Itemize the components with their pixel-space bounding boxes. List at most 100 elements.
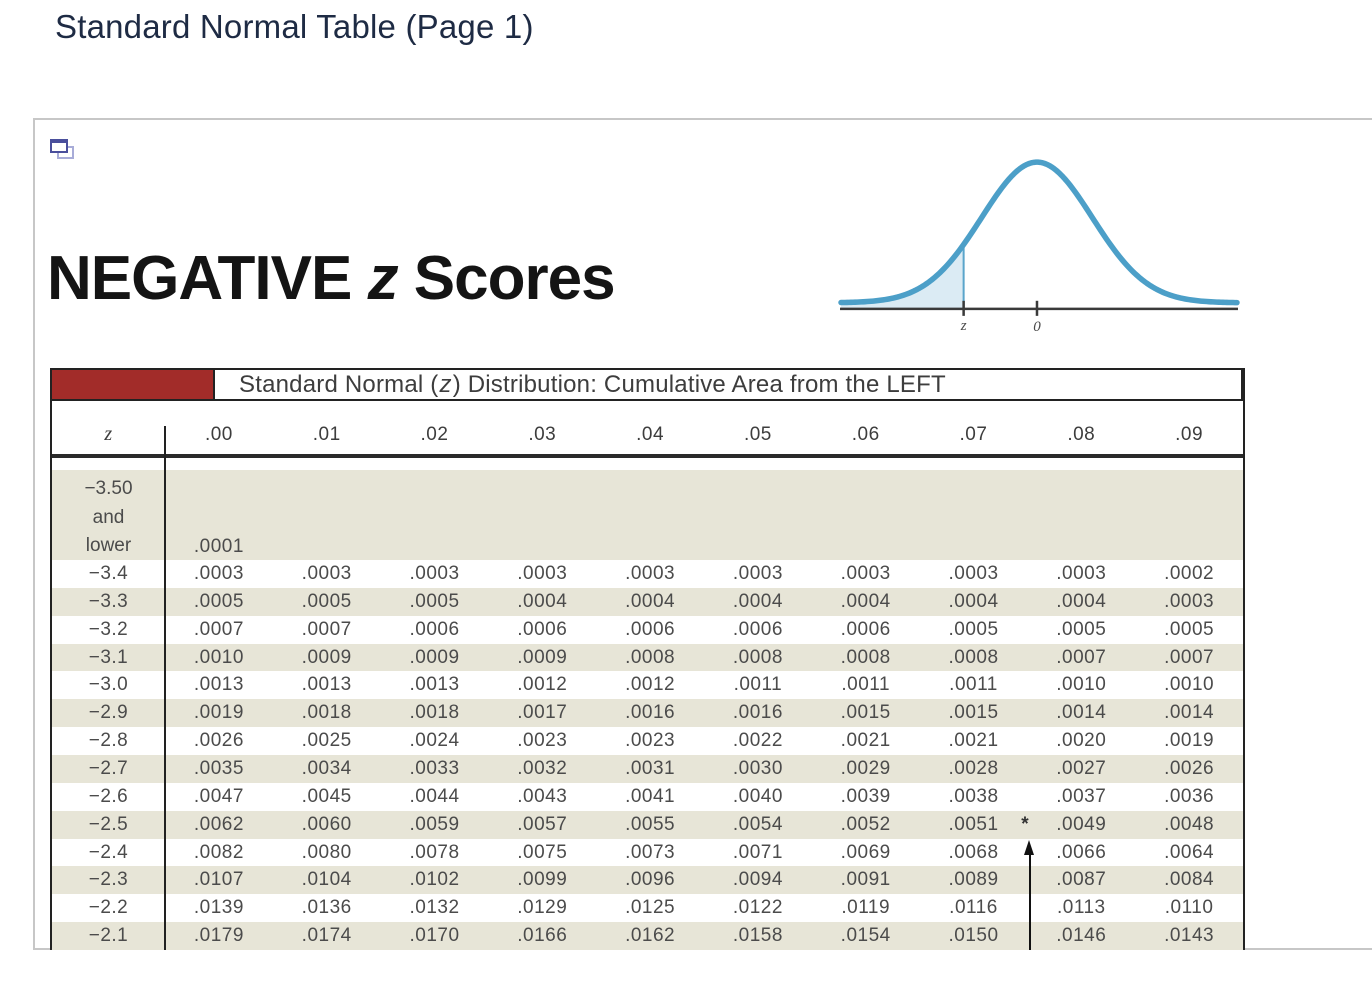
area-value-cell: .0087: [1056, 869, 1107, 891]
area-value-cell: .0006: [840, 618, 891, 640]
z-value-cell: −2.2: [88, 897, 129, 919]
area-value-cell: .0052: [840, 813, 891, 835]
area-value-cell: .0018: [409, 702, 460, 724]
area-value-cell: .0003: [625, 563, 676, 584]
area-value-cell: .0003: [1056, 563, 1107, 584]
area-value-cell: .0107: [193, 869, 244, 891]
table-row: −2.9 .0019 .0018 .0018 .0017 .0016 .0016 .0015.…: [52, 699, 1243, 728]
area-value-cell: .0122: [732, 897, 783, 919]
area-value-cell: .0038: [948, 785, 999, 807]
area-value-cell: .0110: [1164, 897, 1214, 919]
table-title-pre: Standard Normal (: [239, 370, 439, 398]
z-value-cell: −3.1: [88, 646, 129, 668]
area-value-cell: .0002: [1164, 563, 1215, 584]
column-header: .05: [743, 424, 772, 445]
column-headers: z .00 .01 .02 .03 .04 .05 .06 .07 .08 .09: [52, 401, 1243, 458]
table-header-band: Standard Normal (z) Distribution: Cumula…: [52, 368, 1243, 401]
area-value-cell: .0060: [301, 813, 352, 835]
table-row: −3.4 .0003 .0003 .0003 .0003 .0003 .0003 .0003.…: [52, 560, 1243, 588]
area-value-cell: .0102: [409, 869, 460, 891]
area-value-cell: .0012: [625, 674, 676, 696]
area-value-cell: .0073: [625, 841, 676, 863]
area-value-cell: .0136: [301, 897, 352, 919]
area-value-cell: .0003: [840, 563, 891, 584]
area-value-cell: .0162: [625, 925, 676, 947]
area-value-cell: .0158: [732, 925, 783, 947]
area-value-cell: .0080: [301, 841, 352, 863]
z-value-cell: −2.7: [88, 758, 129, 780]
z-value-cell: −3.3: [88, 590, 129, 612]
area-value-cell: .0033: [409, 758, 460, 780]
popout-windows-icon[interactable]: [50, 139, 76, 163]
area-value-cell: .0006: [517, 618, 568, 640]
z-value-cell: −2.3: [88, 869, 129, 891]
area-value-cell: .0001: [193, 535, 244, 557]
area-value-cell: .0036: [1164, 785, 1215, 807]
area-value-cell: .0005: [301, 590, 352, 612]
table-title-z: z: [439, 370, 452, 398]
footnote-arrow: [1024, 840, 1036, 950]
area-value-cell: .0003: [301, 563, 352, 584]
area-value-cell: .0113: [1056, 897, 1106, 919]
area-value-cell: .0026: [193, 730, 244, 752]
area-value-cell: .0005: [409, 590, 460, 612]
area-value-cell: .0082: [193, 841, 244, 863]
area-value-cell: .0018: [301, 702, 352, 724]
area-value-cell: .0032: [517, 758, 568, 780]
area-value-cell: .0019: [1164, 730, 1215, 752]
arrow-shaft: [1028, 852, 1031, 950]
area-value-cell: .0022: [732, 730, 783, 752]
area-value-cell: .0015: [948, 702, 999, 724]
area-value-cell: .0021: [948, 730, 999, 752]
area-value-cell: .0012: [517, 674, 568, 696]
area-value-cell: .0016: [732, 702, 783, 724]
page-title: Standard Normal Table (Page 1): [55, 8, 534, 45]
z-table: Standard Normal (z) Distribution: Cumula…: [50, 368, 1245, 951]
area-value-cell: .0051: [948, 813, 999, 835]
area-value-cell: .0125: [625, 897, 676, 919]
area-value-cell: .0013: [409, 674, 460, 696]
area-value-cell: .0071: [732, 841, 783, 863]
area-value-cell: .0078: [409, 841, 460, 863]
area-value-cell: .0024: [409, 730, 460, 752]
area-value-cell: .0055: [625, 813, 676, 835]
area-value-cell: .0006: [732, 618, 783, 640]
area-value-cell: .0031: [625, 758, 676, 780]
area-value-cell: .0013: [301, 674, 352, 696]
area-value-cell: .0023: [625, 730, 676, 752]
area-value-cell: .0003: [409, 563, 460, 584]
z-column-separator: [164, 426, 166, 950]
table-row: −3.0 .0013 .0013 .0013 .0012 .0012 .0011 .0011.…: [52, 671, 1243, 700]
area-value-cell: .0007: [1164, 646, 1215, 668]
area-value-cell: .0084: [1164, 869, 1215, 891]
table-row: −2.1 .0179 .0174 .0170 .0166 .0162 .0158 .0154.…: [52, 922, 1243, 951]
bell-curve-stroke: [838, 159, 1240, 306]
area-value-cell: .0004: [732, 590, 783, 612]
area-value-cell: .0023: [517, 730, 568, 752]
area-value-cell: .0035: [193, 758, 244, 780]
heading-pre: NEGATIVE: [47, 244, 368, 313]
area-value-cell: .0048: [1164, 813, 1215, 835]
area-value-cell: .0003: [732, 563, 783, 584]
area-value-cell: .0008: [948, 646, 999, 668]
area-value-cell: .0007: [1056, 646, 1107, 668]
area-value-cell: .0044: [409, 785, 460, 807]
z-column-header: z: [104, 423, 113, 445]
area-value-cell: .0003: [948, 563, 999, 584]
area-value-cell: .0006: [625, 618, 676, 640]
area-value-cell: .0139: [193, 897, 244, 919]
area-value-cell: .0004: [948, 590, 999, 612]
area-value-cell: .0017: [517, 702, 568, 724]
area-value-cell: .0010: [1056, 674, 1107, 696]
table-title: Standard Normal (z) Distribution: Cumula…: [213, 368, 1243, 401]
area-value-cell: .0011: [733, 674, 783, 696]
area-value-cell: .0010: [193, 646, 244, 668]
area-value-cell: .0059: [409, 813, 460, 835]
column-header: .07: [959, 424, 988, 445]
area-value-cell: .0040: [732, 785, 783, 807]
area-value-cell: .0025: [301, 730, 352, 752]
area-value-cell: .0004: [1056, 590, 1107, 612]
area-value-cell: .0010: [1164, 674, 1215, 696]
area-value-cell: .0154: [840, 925, 891, 947]
